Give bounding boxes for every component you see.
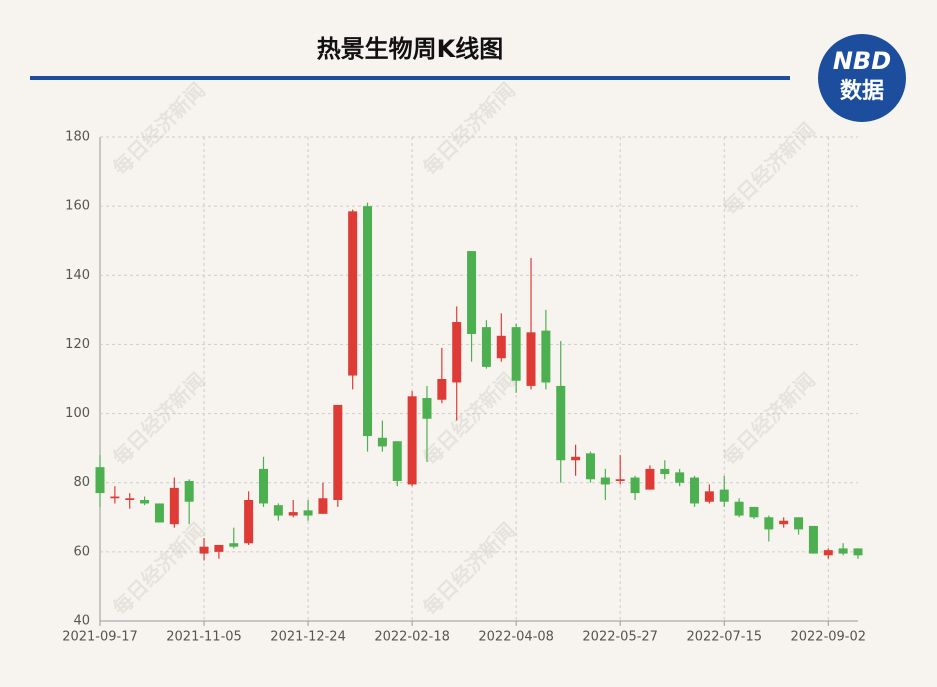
logo-text: NBD [833,47,891,75]
candle-body [600,477,610,485]
title-rule [30,76,790,80]
candle-body [541,330,551,383]
x-tick-label: 2022-07-15 [686,630,762,645]
candle-body [273,505,283,516]
candle-body [140,500,150,504]
logo [818,34,906,122]
candle-body [838,548,848,554]
y-tick-label: 160 [65,199,90,214]
y-tick-label: 140 [65,268,90,283]
candle-body [690,477,700,504]
candle-body [169,487,179,525]
candle-body [244,500,254,544]
candle-body [258,468,268,504]
candle-body [481,327,491,367]
candle-body [749,506,759,518]
x-tick-label: 2021-12-24 [270,630,346,645]
candle-body [808,525,818,554]
y-tick-label: 120 [65,337,90,352]
x-tick-label: 2022-09-02 [790,630,866,645]
x-tick-label: 2021-11-05 [166,630,242,645]
watermark: 每日经济新闻 [418,78,520,180]
candle-body [853,548,863,556]
candle-body [199,546,209,554]
candle-body [333,404,343,500]
candle-body [526,332,536,386]
y-tick-label: 60 [73,544,90,559]
candle-body [660,468,670,475]
chart-title: 热景生物周K线图 [317,35,504,63]
y-tick-label: 100 [65,406,90,421]
candle-body [154,503,164,523]
candle-body [288,512,298,516]
watermark: 每日经济新闻 [108,518,210,620]
candle-body [363,206,373,437]
candle-body [823,550,833,556]
candle-body [125,498,135,500]
candle-body [110,496,120,499]
y-tick-label: 180 [65,130,90,145]
candle-body [422,398,432,419]
x-tick-label: 2022-05-27 [582,630,658,645]
candle-body [407,396,417,485]
watermark: 每日经济新闻 [108,78,210,180]
y-tick-label: 80 [73,475,90,490]
candle-body [511,327,521,381]
candle-body [645,468,655,490]
candle-body [348,211,358,376]
candle-body [764,517,774,530]
watermark: 每日经济新闻 [108,368,210,470]
candle-body [630,477,640,494]
y-tick-label: 40 [73,614,90,629]
candle-body [734,501,744,516]
candle-body [229,543,239,547]
candle-body [571,456,581,461]
watermark: 每日经济新闻 [418,518,520,620]
candle-body [184,480,194,502]
candle-body [214,544,224,552]
candle-body [437,379,447,400]
x-tick-label: 2022-04-08 [478,630,554,645]
candle-body [303,510,313,516]
candle-body [585,453,595,480]
watermark: 每日经济新闻 [718,118,820,220]
candle-body [377,437,387,447]
candle-body [704,491,714,502]
candle-body [452,321,462,383]
candle-body [675,472,685,483]
candle-body [719,489,729,502]
watermark: 每日经济新闻 [418,368,520,470]
watermark: 每日经济新闻 [718,368,820,470]
candle-body [392,441,402,481]
candle-body [496,335,506,359]
x-tick-label: 2022-02-18 [374,630,450,645]
x-tick-label: 2021-09-17 [62,630,138,645]
candle-body [467,251,477,335]
candle-body [318,498,328,514]
logo-text: 数据 [840,78,884,104]
candle-body [95,467,105,494]
candle-body [615,479,625,481]
candle-body [779,520,789,525]
candle-body [794,517,804,530]
candle-body [556,385,566,461]
